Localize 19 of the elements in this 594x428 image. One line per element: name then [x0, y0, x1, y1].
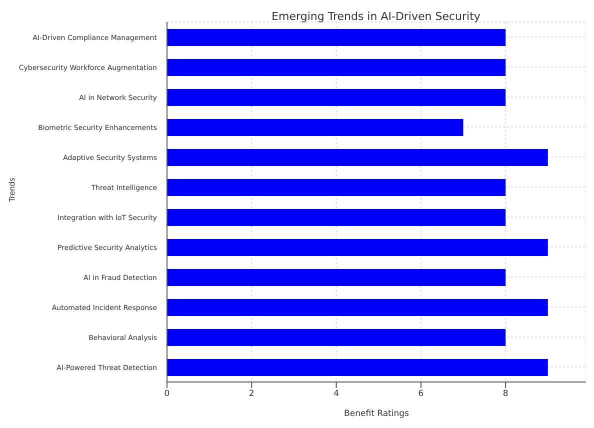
chart-title: Emerging Trends in AI-Driven Security: [272, 10, 481, 23]
bar: [167, 209, 506, 226]
bar: [167, 179, 506, 196]
x-tick-label: 6: [418, 389, 424, 400]
x-tick-label: 8: [502, 389, 508, 400]
x-tick-label: 4: [334, 389, 340, 400]
bar: [167, 239, 548, 256]
bar: [167, 149, 548, 166]
x-tick-label: 0: [164, 389, 170, 400]
bar: [167, 29, 506, 46]
x-axis-title: Benefit Ratings: [344, 409, 410, 419]
bar: [167, 329, 506, 346]
x-tick-label: 2: [248, 389, 254, 400]
bar: [167, 89, 506, 106]
bar: [167, 269, 506, 286]
bar: [167, 59, 506, 76]
bar: [167, 359, 548, 376]
bar: [167, 299, 548, 316]
bar: [167, 119, 464, 136]
